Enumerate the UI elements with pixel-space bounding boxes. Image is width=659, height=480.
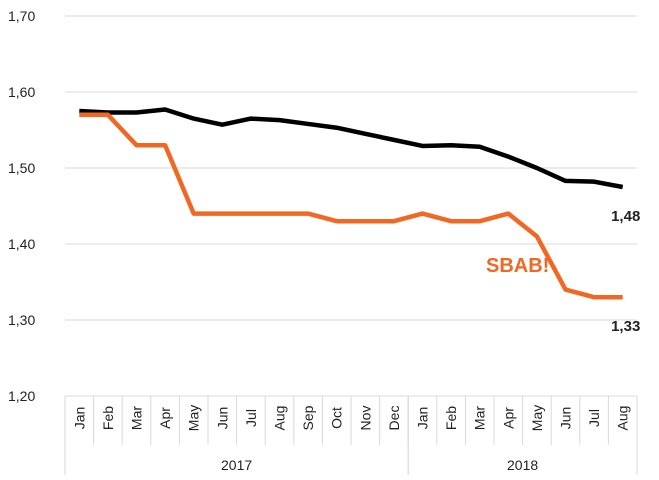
x-tick-label: Aug [615,406,631,431]
y-tick-label: 1,70 [8,8,35,24]
x-tick-label: Jan [415,407,431,430]
x-tick-label: Jul [586,409,602,427]
x-tick-label: Nov [357,406,373,431]
y-tick-label: 1,40 [8,236,35,252]
x-tick-label: May [186,405,202,431]
x-tick-label: Dec [386,406,402,431]
series-line [79,112,623,300]
y-tick-label: 1,30 [8,312,35,328]
y-tick-label: 1,60 [8,84,35,100]
x-tick-label: Oct [329,407,345,429]
y-tick-label: 1,20 [8,388,35,404]
x-tick-label: Jul [243,409,259,427]
data-label: 1,33 [611,318,640,335]
x-tick-label: Jun [558,407,574,430]
series-label: SBAB! [486,255,549,277]
x-tick-label: Aug [272,406,288,431]
y-tick-label: 1,50 [8,160,35,176]
x-tick-label: Sep [300,405,316,430]
x-tick-label: Jan [71,407,87,430]
x-tick-label: Feb [100,406,116,430]
x-tick-label: Apr [157,407,173,429]
x-tick-label: Apr [500,407,516,429]
x-tick-label: Mar [472,406,488,430]
series-line [79,107,624,190]
x-tick-label: Feb [443,406,459,430]
data-label: 1,48 [611,208,640,225]
x-tick-label: May [529,405,545,431]
x-tick-label: Mar [129,406,145,430]
group-label: 2017 [221,457,252,473]
group-label: 2018 [507,457,538,473]
x-tick-label: Jun [214,407,230,430]
